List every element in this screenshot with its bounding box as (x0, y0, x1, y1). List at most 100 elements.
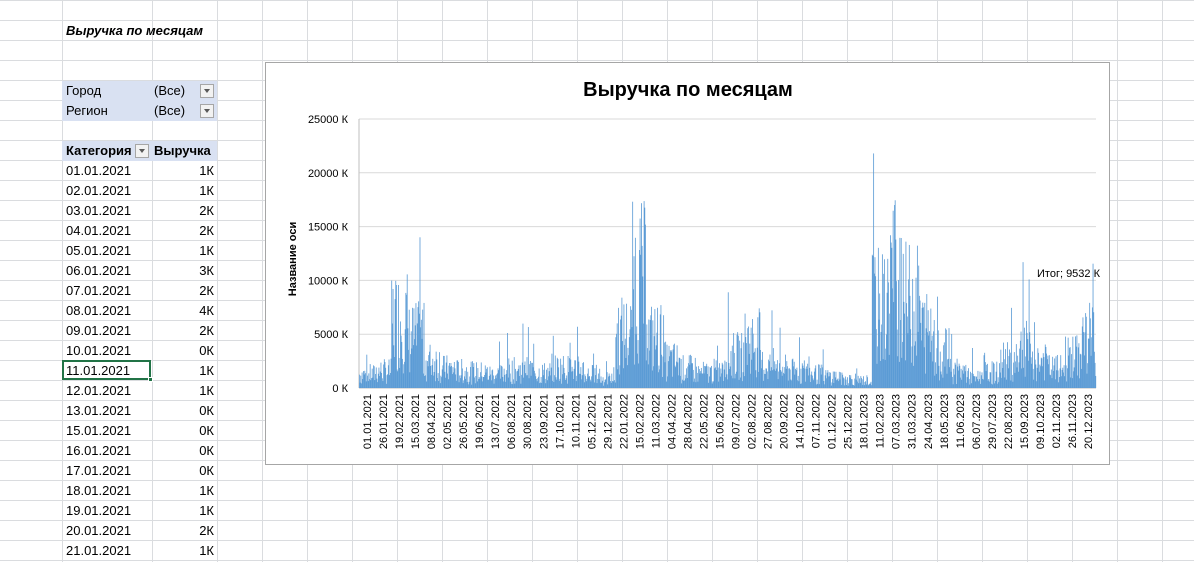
table-row-value[interactable]: 1К (199, 503, 214, 518)
filter-city-dropdown-button[interactable] (200, 84, 214, 98)
table-row-date[interactable]: 17.01.2021 (66, 463, 132, 478)
gridline-column (62, 0, 63, 562)
chart-bar (916, 245, 918, 388)
table-row-date[interactable]: 21.01.2021 (66, 543, 132, 558)
x-tick-label: 30.08.2021 (522, 394, 534, 449)
chart-bar (494, 379, 496, 388)
chart-bar (960, 368, 962, 388)
table-row-date[interactable]: 01.01.2021 (66, 163, 132, 178)
table-row-date[interactable]: 03.01.2021 (66, 203, 132, 218)
table-row-date[interactable]: 09.01.2021 (66, 323, 132, 338)
table-header-revenue[interactable]: Выручка (154, 143, 211, 158)
chart-bar (609, 375, 611, 388)
table-row-date[interactable]: 20.01.2021 (66, 523, 132, 538)
table-row-value[interactable]: 1К (199, 383, 214, 398)
filter-label-city[interactable]: Город (66, 83, 102, 98)
chart-bar (1085, 316, 1087, 388)
chart-bar (519, 365, 521, 388)
table-row-date[interactable]: 11.01.2021 (66, 363, 131, 378)
chart-bar (1048, 364, 1050, 388)
table-row-date[interactable]: 04.01.2021 (66, 223, 132, 238)
filter-value-region[interactable]: (Все) (154, 103, 186, 118)
chart-bar (457, 361, 459, 388)
chart-bar (469, 376, 471, 388)
chart-bar (855, 373, 856, 388)
table-row-date[interactable]: 07.01.2021 (66, 283, 132, 298)
chart-bar (377, 382, 378, 388)
table-row-value[interactable]: 3К (199, 263, 214, 278)
chart-bar (976, 376, 978, 388)
table-row-value[interactable]: 0К (199, 343, 214, 358)
table-row-value[interactable]: 0К (199, 423, 214, 438)
table-row-date[interactable]: 13.01.2021 (66, 403, 132, 418)
table-row-date[interactable]: 05.01.2021 (66, 243, 132, 258)
chart-bar (468, 381, 470, 388)
chart-bar (818, 364, 819, 388)
chart-bar (927, 310, 929, 388)
table-row-value[interactable]: 0К (199, 463, 214, 478)
chart-bar (706, 363, 708, 388)
chart-bar (960, 377, 961, 388)
chart-bar (892, 210, 894, 388)
chart-bar (873, 153, 875, 388)
chart-bar (369, 364, 371, 388)
table-row-date[interactable]: 18.01.2021 (66, 483, 132, 498)
chart-bar (945, 328, 947, 388)
chart-bar (910, 329, 912, 388)
filter-region-dropdown-button[interactable] (200, 104, 214, 118)
table-row-value[interactable]: 1К (199, 483, 214, 498)
table-row-date[interactable]: 06.01.2021 (66, 263, 132, 278)
x-tick-label: 10.11.2021 (570, 394, 582, 448)
table-row-date[interactable]: 02.01.2021 (66, 183, 132, 198)
chart-bar (579, 373, 580, 388)
chart-bar (692, 369, 694, 388)
filter-value-city[interactable]: (Все) (154, 83, 186, 98)
table-row-date[interactable]: 08.01.2021 (66, 303, 132, 318)
table-row-value[interactable]: 2К (199, 523, 214, 538)
chart-bar (534, 373, 536, 388)
x-tick-label: 29.12.2021 (602, 394, 614, 449)
chart-bar (880, 331, 882, 388)
chart-bar (995, 380, 996, 388)
fill-handle[interactable] (148, 377, 153, 382)
chart-bar (499, 341, 500, 388)
table-row-value[interactable]: 1К (199, 543, 214, 558)
chart-bar (409, 372, 411, 388)
revenue-chart[interactable]: Выручка по месяцам Название оси 0 К 5000 … (265, 62, 1110, 465)
category-filter-dropdown-button[interactable] (135, 144, 149, 158)
chart-bar (481, 376, 483, 388)
table-row-value[interactable]: 1К (199, 183, 214, 198)
table-row-value[interactable]: 2К (199, 203, 214, 218)
chart-bar (533, 343, 535, 388)
report-title[interactable]: Выручка по месяцам (66, 23, 203, 38)
table-row-value[interactable]: 2К (199, 283, 214, 298)
table-row-value[interactable]: 1К (199, 163, 214, 178)
table-row-value[interactable]: 2К (199, 223, 214, 238)
chart-bar (674, 365, 676, 388)
chart-bar (746, 364, 748, 388)
table-header-category[interactable]: Категория (66, 143, 132, 158)
table-row-date[interactable]: 12.01.2021 (66, 383, 132, 398)
chart-bar (701, 373, 703, 388)
chart-bar (461, 359, 463, 388)
table-row-value[interactable]: 4К (199, 303, 214, 318)
table-row-date[interactable]: 15.01.2021 (66, 423, 132, 438)
table-row-value[interactable]: 1К (199, 363, 214, 378)
chart-bar (789, 368, 790, 388)
filter-label-region[interactable]: Регион (66, 103, 108, 118)
gridline-row (0, 520, 1194, 521)
table-row-date[interactable]: 16.01.2021 (66, 443, 132, 458)
chart-bar (430, 365, 432, 388)
table-row-value[interactable]: 1К (199, 243, 214, 258)
table-row-value[interactable]: 0К (199, 403, 214, 418)
chart-bar (963, 373, 965, 388)
chart-bar (956, 358, 958, 388)
chart-bar (722, 364, 724, 388)
chart-bar (977, 370, 979, 388)
table-row-date[interactable]: 19.01.2021 (66, 503, 132, 518)
y-tick-label: 10000 К (308, 275, 349, 287)
table-row-date[interactable]: 10.01.2021 (66, 343, 132, 358)
table-row-value[interactable]: 2К (199, 323, 214, 338)
table-row-value[interactable]: 0К (199, 443, 214, 458)
chart-bar (706, 373, 708, 388)
